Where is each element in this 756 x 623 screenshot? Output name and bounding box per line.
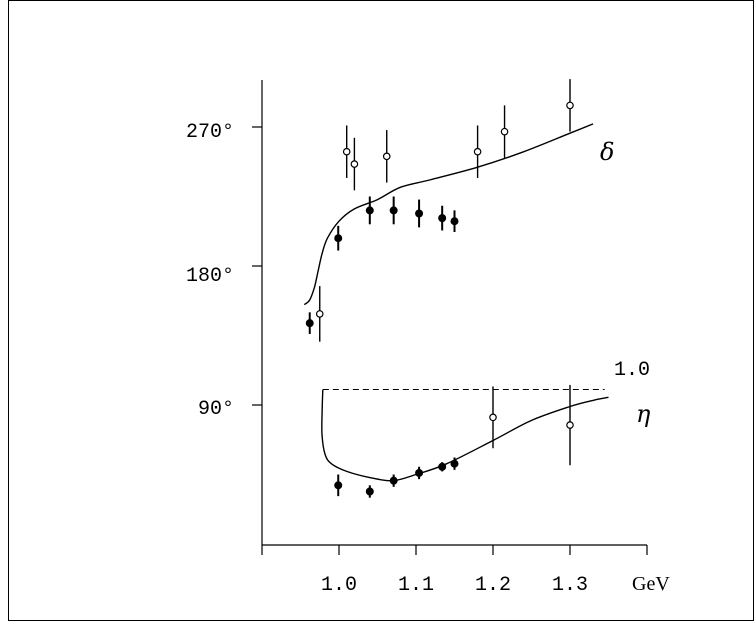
eta-series-label: η: [636, 400, 651, 428]
delta-filled-point-3: [389, 206, 398, 215]
delta-open-point-2: [350, 160, 359, 168]
delta-open-point-0: [315, 310, 324, 318]
delta-open-point-3: [382, 152, 391, 161]
x-unit-label: GeV: [632, 573, 670, 595]
eta-filled-point-5: [450, 459, 459, 468]
x-tick-label-1.0: 1.0: [321, 574, 357, 597]
delta-open-point-6: [566, 101, 574, 110]
eta-reference-label: 1.0: [614, 359, 650, 382]
y-tick-label-270: 270°: [186, 121, 234, 144]
delta-filled-point-1: [334, 234, 343, 243]
labels: 270° 180° 90° 1.0 1.1 1.2 1.3 GeV 1.0 δ …: [186, 121, 670, 597]
y-tick-label-90: 90°: [198, 398, 234, 421]
curves: [303, 123, 609, 482]
delta-open-point-1: [342, 147, 351, 156]
eta-open-point-1: [566, 421, 574, 429]
x-tick-label-1.1: 1.1: [398, 574, 434, 597]
delta-open-point-5: [500, 127, 509, 136]
x-tick-label-1.3: 1.3: [552, 574, 588, 597]
eta-filled-point-3: [415, 468, 424, 477]
delta-filled-point-6: [450, 217, 459, 226]
eta-filled-point-1: [365, 487, 374, 496]
delta-open-point-4: [473, 147, 482, 156]
delta-fit-curve: [303, 123, 594, 306]
y-tick-label-180: 180°: [186, 265, 234, 288]
x-tick-label-1.2: 1.2: [475, 574, 511, 597]
data-points: [305, 79, 574, 498]
delta-series-label: δ: [600, 138, 614, 166]
delta-filled-point-2: [365, 206, 374, 215]
eta-fit-curve: [321, 389, 609, 482]
eta-filled-point-4: [438, 462, 447, 471]
eta-filled-point-2: [389, 476, 398, 485]
eta-open-point-0: [489, 413, 497, 422]
figure-frame: [8, 0, 754, 621]
axes: [252, 80, 648, 555]
delta-filled-point-5: [438, 214, 447, 223]
delta-filled-point-0: [305, 319, 314, 328]
delta-filled-point-4: [415, 209, 424, 218]
eta-filled-point-0: [334, 481, 343, 490]
